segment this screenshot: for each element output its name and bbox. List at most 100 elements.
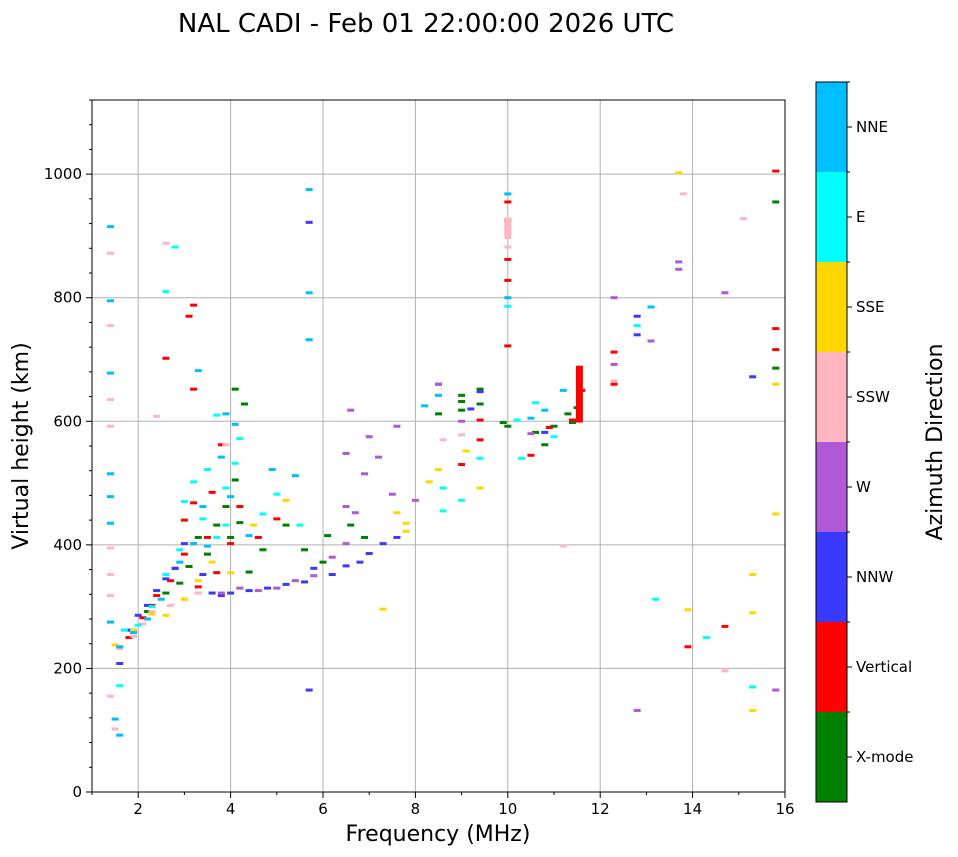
echo-point-nnw bbox=[328, 573, 336, 577]
x-tick-label: 2 bbox=[133, 800, 143, 818]
echo-point-ssw bbox=[559, 544, 567, 548]
echo-point-w bbox=[342, 451, 350, 455]
echo-point-e bbox=[204, 467, 211, 471]
echo-point-nne bbox=[143, 617, 151, 621]
echo-point-x-mode bbox=[568, 421, 576, 425]
echo-point-sse bbox=[194, 579, 202, 583]
echo-point-sse bbox=[227, 571, 235, 575]
echo-point-ssw bbox=[130, 634, 138, 638]
echo-point-nne bbox=[106, 299, 114, 303]
echo-point-vertical bbox=[153, 594, 161, 598]
echo-point-nne bbox=[199, 505, 207, 509]
echo-point-x-mode bbox=[194, 535, 202, 539]
colorbar-segment-x-mode bbox=[816, 712, 847, 802]
echo-point-sse bbox=[749, 708, 757, 712]
echo-point-e bbox=[259, 512, 267, 516]
echo-point-e bbox=[180, 500, 188, 504]
echo-point-vertical bbox=[180, 552, 188, 556]
echo-point-vertical bbox=[167, 579, 175, 583]
echo-point-e bbox=[458, 498, 466, 502]
echo-point-x-mode bbox=[213, 523, 221, 527]
echo-point-nnw bbox=[245, 589, 253, 593]
echo-point-x-mode bbox=[185, 564, 193, 568]
echo-point-vertical bbox=[254, 535, 262, 539]
echo-point-nne bbox=[504, 192, 512, 196]
echo-point-nne bbox=[305, 291, 313, 295]
echo-point-ssw bbox=[148, 610, 156, 614]
echo-point-w bbox=[217, 591, 225, 595]
echo-point-nnw bbox=[153, 589, 161, 593]
colorbar-segment-w bbox=[816, 442, 847, 532]
echo-point-ssw bbox=[106, 594, 114, 598]
colorbar-segment-e bbox=[816, 172, 847, 262]
echo-point-nnw bbox=[379, 542, 387, 546]
echo-point-x-mode bbox=[541, 443, 549, 447]
echo-point-nne bbox=[291, 474, 299, 478]
echo-point-vertical bbox=[139, 616, 147, 620]
echo-point-nne bbox=[116, 733, 124, 737]
echo-point-w bbox=[610, 362, 618, 366]
echo-point-sse bbox=[111, 643, 119, 647]
colorbar-segment-sse bbox=[816, 262, 847, 352]
echo-point-e bbox=[633, 324, 641, 328]
echo-point-w bbox=[351, 511, 359, 515]
echo-point-vertical bbox=[527, 453, 535, 457]
echo-point-sse bbox=[393, 511, 401, 515]
echo-point-vertical bbox=[504, 278, 512, 282]
echo-point-e bbox=[236, 437, 244, 441]
colorbar-label-ssw: SSW bbox=[856, 388, 890, 406]
echo-point-x-mode bbox=[476, 387, 484, 391]
x-tick-label: 16 bbox=[775, 800, 794, 818]
echo-point-x-mode bbox=[458, 400, 466, 404]
echo-point-vertical bbox=[476, 418, 484, 422]
echo-point-vertical bbox=[217, 443, 225, 447]
echo-point-ssw bbox=[167, 603, 175, 607]
echo-point-nne bbox=[217, 455, 225, 459]
y-tick-label: 600 bbox=[53, 412, 82, 430]
echo-point-nnw bbox=[633, 333, 641, 337]
echo-point-nne bbox=[268, 467, 276, 471]
echo-point-sse bbox=[250, 523, 258, 527]
echo-point-nne bbox=[245, 534, 253, 538]
echo-point-nnw bbox=[393, 535, 401, 539]
echo-point-nne bbox=[421, 404, 429, 408]
echo-point-ssw bbox=[679, 192, 687, 196]
echo-point-e bbox=[171, 245, 179, 249]
echo-point-x-mode bbox=[435, 412, 442, 416]
echo-point-x-mode bbox=[236, 521, 244, 525]
y-tick-label: 200 bbox=[53, 659, 82, 677]
echo-point-nne bbox=[106, 495, 114, 499]
echo-point-vertical bbox=[610, 382, 618, 386]
echo-point-e bbox=[222, 523, 230, 527]
echo-point-e bbox=[273, 492, 281, 496]
y-tick-label: 0 bbox=[72, 783, 82, 801]
echo-point-vertical bbox=[772, 327, 780, 331]
plot-background bbox=[92, 100, 785, 792]
echo-point-nne bbox=[231, 422, 239, 426]
echo-point-vertical bbox=[721, 624, 729, 628]
echo-point-sse bbox=[772, 512, 780, 516]
colorbar-segment-ssw bbox=[816, 352, 847, 442]
echo-point-w bbox=[291, 579, 299, 583]
echo-point-vertical bbox=[504, 200, 512, 204]
echo-point-x-mode bbox=[231, 478, 239, 482]
echo-point-ssw bbox=[458, 433, 466, 437]
echo-point-vertical bbox=[545, 425, 553, 429]
echo-point-vertical bbox=[208, 490, 216, 494]
echo-point-w bbox=[458, 419, 466, 423]
echo-point-nnw bbox=[217, 594, 225, 598]
echo-point-w bbox=[772, 688, 780, 692]
echo-point-vertical bbox=[204, 535, 211, 539]
colorbar-segment-vertical bbox=[816, 622, 847, 712]
echo-point-nnw bbox=[541, 430, 549, 434]
echo-point-nnw bbox=[264, 586, 272, 590]
echo-point-ssw bbox=[106, 424, 114, 428]
echo-point-nne bbox=[204, 544, 211, 548]
y-tick-label: 400 bbox=[53, 536, 82, 554]
echo-point-x-mode bbox=[772, 200, 780, 204]
echo-point-sse bbox=[425, 480, 433, 484]
echo-point-x-mode bbox=[550, 424, 558, 428]
echo-point-vertical bbox=[190, 387, 198, 391]
echo-point-w bbox=[527, 432, 535, 436]
echo-point-ssw bbox=[162, 241, 170, 245]
